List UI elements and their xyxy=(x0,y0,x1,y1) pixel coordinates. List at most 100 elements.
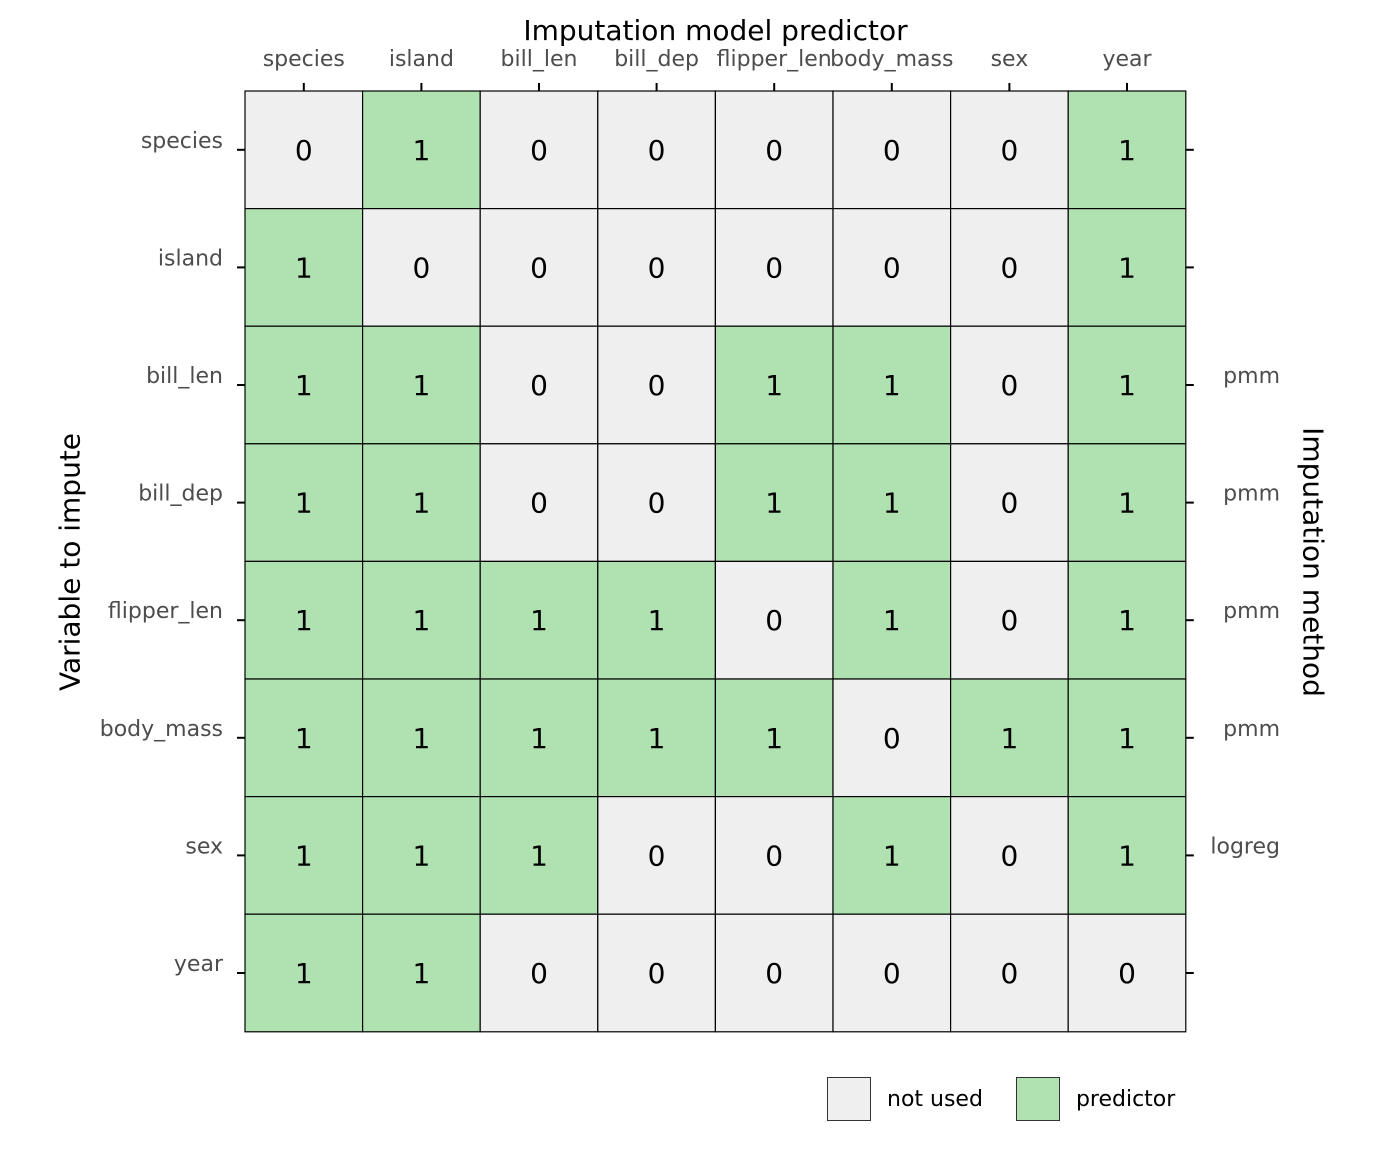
y-axis-title: Variable to impute xyxy=(53,432,87,692)
heatmap-cell-bill_dep-sex xyxy=(949,443,1069,562)
heatmap-cell-bill_len-body_mass xyxy=(832,325,952,445)
heatmap-cell-species-body_mass xyxy=(832,90,952,210)
cell-value-label: 1 xyxy=(765,722,783,755)
cell-value-label: 1 xyxy=(295,839,313,872)
cell-value-label: 1 xyxy=(295,957,313,990)
x-axis-title: Imputation model predictor xyxy=(523,14,908,47)
cell-value-label: 0 xyxy=(530,134,548,167)
cell-value-label: 0 xyxy=(648,957,666,990)
cell-value-label: 0 xyxy=(1118,957,1136,990)
heatmap-cell-year-bill_dep xyxy=(597,913,716,1033)
cell-value-label: 1 xyxy=(765,369,783,402)
x-tick-label-bill_len: bill_len xyxy=(501,47,578,72)
cell-value-label: 1 xyxy=(295,722,313,755)
y-axis-left: species island bill_len bill_dep flipper_len… xyxy=(100,129,245,977)
method-label-body_mass: pmm xyxy=(1223,717,1280,742)
cell-value-label: 0 xyxy=(530,369,548,402)
x-tick-label-species: species xyxy=(263,47,345,72)
heatmap-cell-sex-island xyxy=(362,795,481,915)
method-label-sex: logreg xyxy=(1210,834,1280,859)
cell-value-label: 0 xyxy=(765,251,783,284)
cell-value-label: 0 xyxy=(648,251,666,284)
heatmap-cell-species-bill_dep xyxy=(597,90,716,210)
cell-value-label: 0 xyxy=(648,134,666,167)
heatmap-cell-body_mass-body_mass xyxy=(832,678,952,798)
heatmap-cell-sex-body_mass xyxy=(832,795,952,915)
heatmap-cell-bill_dep-bill_dep xyxy=(597,443,716,562)
heatmap-cell-species-island xyxy=(362,90,481,210)
x-axis-top: species island bill_len bill_dep flipper_len… xyxy=(263,47,1152,91)
heatmap-cell-sex-bill_len xyxy=(479,795,599,915)
cell-value-label: 1 xyxy=(883,487,901,520)
y-tick-label-bill_len: bill_len xyxy=(146,364,223,389)
cell-value-label: 1 xyxy=(295,369,313,402)
cell-value-label: 0 xyxy=(530,957,548,990)
x-tick-label-flipper_len: flipper_len xyxy=(717,47,832,72)
cell-value-label: 1 xyxy=(412,839,430,872)
x-tick-label-body_mass: body_mass xyxy=(830,47,953,72)
heatmap-cell-year-flipper_len xyxy=(714,913,834,1033)
x-tick-label-bill_dep: bill_dep xyxy=(614,47,699,72)
legend-label-not-used: not used xyxy=(887,1086,983,1112)
cell-value-label: 0 xyxy=(648,839,666,872)
heatmap-cells xyxy=(244,90,1187,1033)
heatmap-cell-bill_len-year xyxy=(1067,325,1187,445)
heatmap-cell-bill_len-island xyxy=(362,325,481,445)
cell-value-label: 0 xyxy=(412,251,430,284)
heatmap-cell-body_mass-sex xyxy=(949,678,1069,798)
cell-value-label: 0 xyxy=(295,134,313,167)
method-axis-right: pmm pmm pmm pmm logreg xyxy=(1185,148,1280,974)
heatmap-cell-flipper_len-bill_len xyxy=(479,560,599,680)
heatmap-cell-species-species xyxy=(244,90,364,210)
cell-value-label: 1 xyxy=(530,722,548,755)
cell-value-label: 1 xyxy=(295,487,313,520)
heatmap-cell-bill_len-species xyxy=(244,325,364,445)
cell-value-label: 1 xyxy=(765,487,783,520)
heatmap-cell-body_mass-flipper_len xyxy=(714,678,834,798)
cell-value-label: 0 xyxy=(883,722,901,755)
cell-value-label: 0 xyxy=(765,134,783,167)
cell-value-label: 0 xyxy=(1000,839,1018,872)
method-label-flipper_len: pmm xyxy=(1223,599,1280,624)
cell-value-label: 0 xyxy=(765,604,783,637)
cell-value-label: 0 xyxy=(648,487,666,520)
x-tick-label-island: island xyxy=(389,47,454,72)
cell-value-label: 0 xyxy=(530,251,548,284)
cell-value-label: 0 xyxy=(1000,604,1018,637)
heatmap-cell-bill_len-sex xyxy=(949,325,1069,445)
cell-value-label: 0 xyxy=(883,251,901,284)
cell-value-label: 1 xyxy=(648,604,666,637)
heatmap-cell-flipper_len-bill_dep xyxy=(597,560,716,680)
cell-value-label: 0 xyxy=(530,487,548,520)
heatmap-cell-sex-year xyxy=(1067,795,1187,915)
y-tick-label-species: species xyxy=(141,129,223,154)
cell-value-label: 1 xyxy=(412,604,430,637)
cell-value-label: 1 xyxy=(412,369,430,402)
method-axis-title: Imputation method xyxy=(1296,427,1330,697)
heatmap-cell-year-body_mass xyxy=(832,913,952,1033)
heatmap-cell-island-year xyxy=(1067,208,1187,327)
cell-value-label: 1 xyxy=(1118,722,1136,755)
x-tick-label-year: year xyxy=(1102,47,1152,72)
cell-value-label: 1 xyxy=(1118,604,1136,637)
cell-value-label: 1 xyxy=(295,251,313,284)
heatmap-cell-body_mass-bill_len xyxy=(479,678,599,798)
legend-label-predictor: predictor xyxy=(1075,1086,1176,1112)
legend: not used predictor xyxy=(827,1076,1208,1122)
legend-item-not-used: not used xyxy=(827,1077,983,1121)
cell-value-label: 1 xyxy=(883,604,901,637)
cell-value-label: 1 xyxy=(412,722,430,755)
legend-swatch-not-used xyxy=(827,1077,871,1121)
cell-value-label: 0 xyxy=(765,957,783,990)
heatmap-cell-body_mass-year xyxy=(1067,678,1187,798)
cell-value-label: 1 xyxy=(1118,251,1136,284)
cell-value-label: 1 xyxy=(530,604,548,637)
y-tick-label-island: island xyxy=(158,246,223,271)
heatmap-cell-year-island xyxy=(362,913,481,1033)
heatmap-cell-sex-species xyxy=(244,795,364,915)
x-tick-label-sex: sex xyxy=(991,47,1029,72)
heatmap-cell-bill_dep-flipper_len xyxy=(714,443,834,562)
heatmap-cell-flipper_len-body_mass xyxy=(832,560,952,680)
y-tick-label-body_mass: body_mass xyxy=(100,717,223,742)
